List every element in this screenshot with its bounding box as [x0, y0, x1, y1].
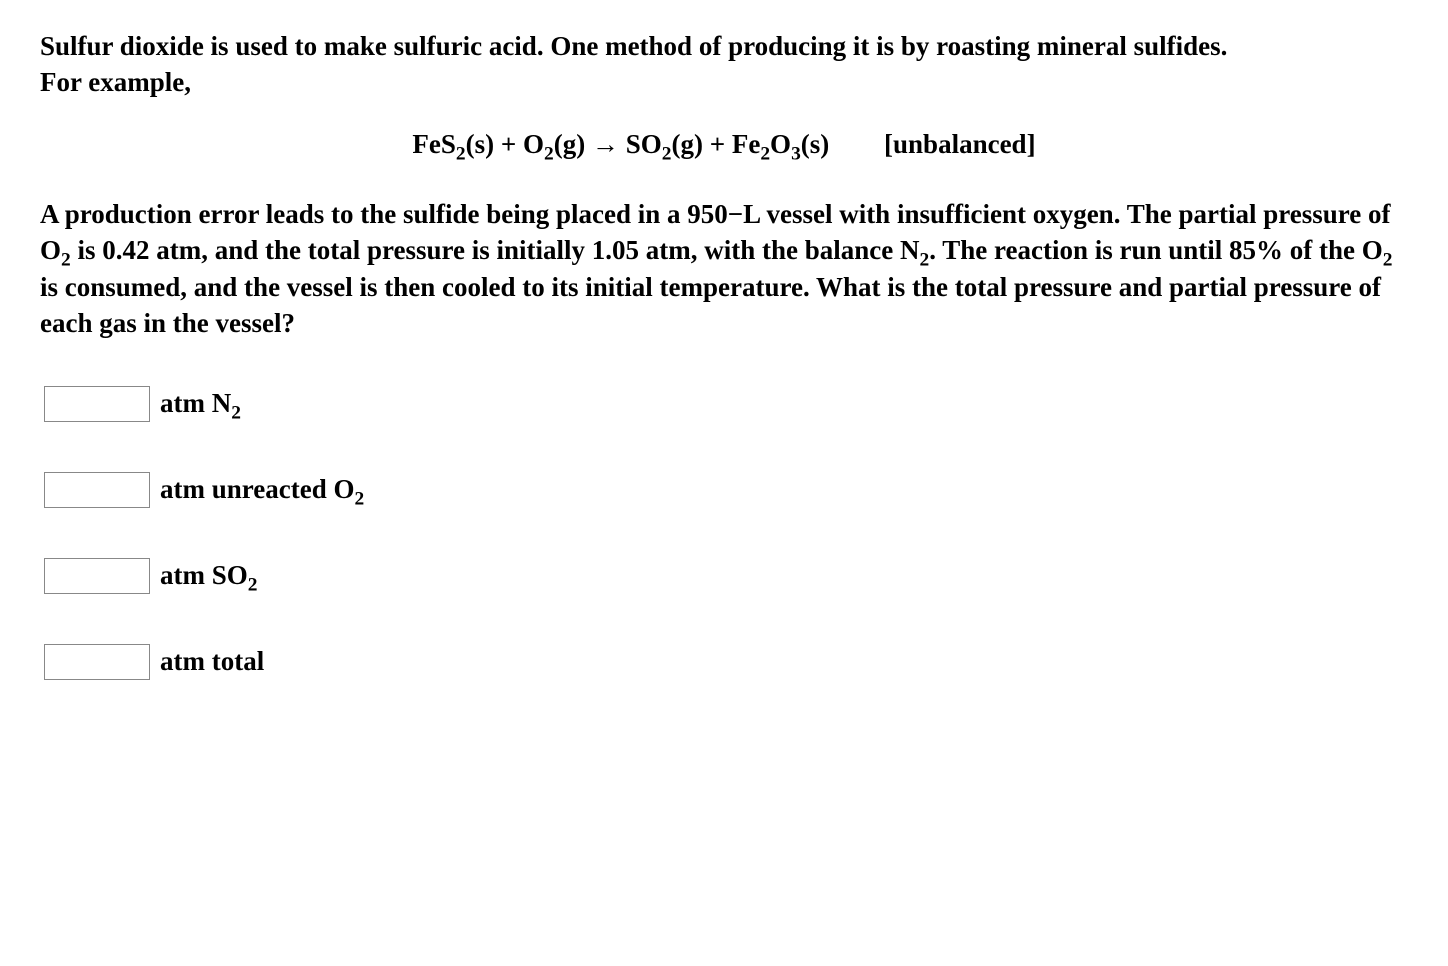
o2-label-pre: atm unreacted O	[160, 474, 354, 504]
n2-input[interactable]	[44, 386, 150, 422]
answer-row-so2: atm SO2	[44, 558, 1408, 594]
total-input[interactable]	[44, 644, 150, 680]
eq-p1-state: (g) + Fe	[671, 129, 760, 159]
o2-label-sub: 2	[354, 489, 364, 510]
eq-p2-sub2: 3	[791, 143, 801, 164]
body-sub1: 2	[61, 250, 71, 271]
eq-r2-sub: 2	[544, 143, 554, 164]
eq-r2-state: (g) → SO	[554, 129, 662, 159]
eq-p2-state: (s)	[801, 129, 830, 159]
n2-label-sub: 2	[231, 403, 241, 424]
equation-note: [unbalanced]	[884, 129, 1036, 160]
eq-r1-sub: 2	[456, 143, 466, 164]
body-seg3: . The reaction is run until 85% of the O	[929, 235, 1383, 265]
intro-paragraph: Sulfur dioxide is used to make sulfuric …	[40, 28, 1408, 101]
intro-text-2: For example,	[40, 67, 191, 97]
answer-row-o2: atm unreacted O2	[44, 472, 1408, 508]
eq-r1-species: FeS	[412, 129, 456, 159]
question-page: Sulfur dioxide is used to make sulfuric …	[0, 0, 1448, 770]
eq-p1-sub: 2	[662, 143, 672, 164]
o2-label: atm unreacted O2	[160, 474, 364, 505]
n2-label-pre: atm N	[160, 388, 231, 418]
eq-p2-sub: 2	[760, 143, 770, 164]
o2-input[interactable]	[44, 472, 150, 508]
n2-label: atm N2	[160, 388, 241, 419]
body-paragraph: A production error leads to the sulfide …	[40, 196, 1408, 342]
body-seg2: is 0.42 atm, and the total pressure is i…	[71, 235, 920, 265]
answer-block: atm N2 atm unreacted O2 atm SO2 atm tota…	[40, 386, 1408, 680]
intro-text-1: Sulfur dioxide is used to make sulfuric …	[40, 31, 1227, 61]
chemical-equation: FeS2(s) + O2(g) → SO2(g) + Fe2O3(s)	[412, 129, 829, 160]
body-seg4: is consumed, and the vessel is then cool…	[40, 272, 1381, 338]
eq-r1-state: (s) + O	[466, 129, 544, 159]
so2-label: atm SO2	[160, 560, 257, 591]
so2-input[interactable]	[44, 558, 150, 594]
answer-row-n2: atm N2	[44, 386, 1408, 422]
so2-label-pre: atm SO	[160, 560, 248, 590]
total-label: atm total	[160, 646, 264, 677]
body-sub3: 2	[1383, 250, 1393, 271]
answer-row-total: atm total	[44, 644, 1408, 680]
eq-p2-o: O	[770, 129, 791, 159]
body-sub2: 2	[920, 250, 930, 271]
so2-label-sub: 2	[248, 575, 258, 596]
equation-row: FeS2(s) + O2(g) → SO2(g) + Fe2O3(s) [unb…	[40, 129, 1408, 160]
